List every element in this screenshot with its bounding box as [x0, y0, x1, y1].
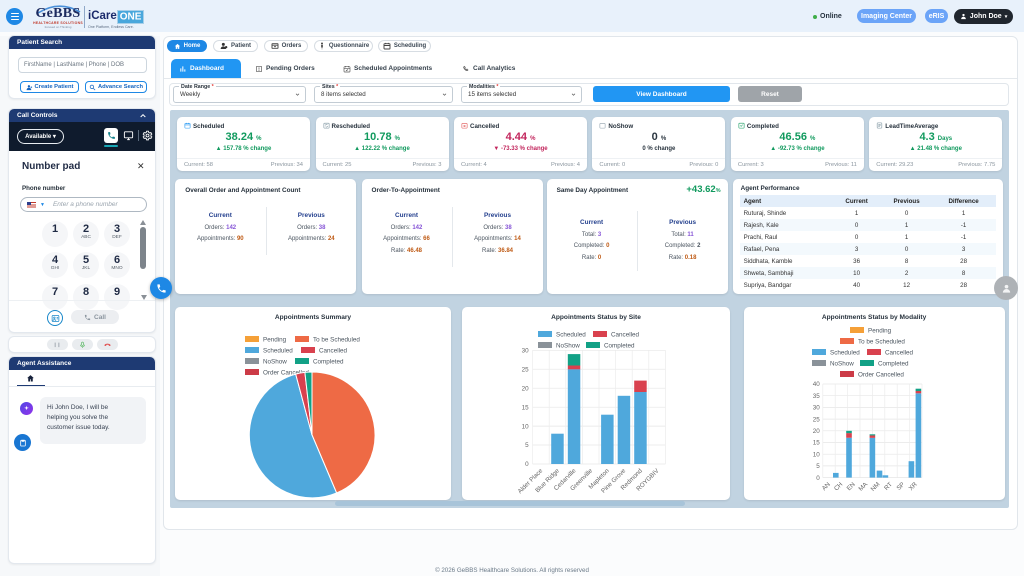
svg-text:EN: EN — [845, 481, 856, 492]
svg-text:Scheduled: Scheduled — [830, 350, 860, 357]
svg-text:Pending: Pending — [868, 328, 892, 335]
svg-text:Scheduled: Scheduled — [263, 348, 293, 355]
svg-text:Completed: Completed — [313, 359, 344, 366]
svg-text:5: 5 — [816, 463, 820, 470]
svg-text:MA: MA — [857, 481, 869, 493]
svg-text:AN: AN — [820, 481, 831, 492]
svg-text:NM: NM — [869, 481, 881, 493]
svg-text:NoShow: NoShow — [263, 359, 287, 366]
svg-text:To be Scheduled: To be Scheduled — [313, 337, 360, 344]
svg-text:Order Cancelled: Order Cancelled — [263, 370, 309, 377]
svg-text:10: 10 — [522, 423, 530, 430]
svg-text:RT: RT — [883, 481, 894, 492]
svg-text:Cancelled: Cancelled — [319, 348, 348, 355]
svg-text:20: 20 — [522, 385, 530, 392]
svg-text:20: 20 — [812, 428, 820, 435]
svg-text:NoShow: NoShow — [830, 361, 854, 368]
svg-text:40: 40 — [812, 381, 820, 388]
svg-text:Order Cancelled: Order Cancelled — [858, 372, 904, 379]
svg-text:Scheduled: Scheduled — [556, 332, 586, 339]
svg-text:10: 10 — [812, 451, 820, 458]
svg-text:CH: CH — [833, 481, 845, 493]
svg-text:15: 15 — [522, 404, 530, 411]
svg-text:35: 35 — [812, 393, 820, 400]
svg-text:Cancelled: Cancelled — [611, 332, 640, 339]
svg-text:NoShow: NoShow — [556, 343, 580, 350]
svg-text:SP: SP — [895, 481, 906, 492]
svg-text:15: 15 — [812, 440, 820, 447]
svg-text:Pending: Pending — [263, 337, 287, 344]
svg-text:25: 25 — [522, 367, 530, 374]
svg-text:0: 0 — [525, 461, 529, 468]
svg-text:0: 0 — [816, 475, 820, 482]
svg-text:25: 25 — [812, 416, 820, 423]
svg-text:5: 5 — [525, 442, 529, 449]
svg-text:To be Scheduled: To be Scheduled — [858, 339, 905, 346]
svg-text:Completed: Completed — [604, 343, 635, 350]
svg-text:XR: XR — [907, 481, 918, 492]
svg-text:Completed: Completed — [878, 361, 909, 368]
svg-text:30: 30 — [812, 405, 820, 412]
svg-text:30: 30 — [522, 348, 530, 355]
svg-text:Cancelled: Cancelled — [885, 350, 914, 357]
